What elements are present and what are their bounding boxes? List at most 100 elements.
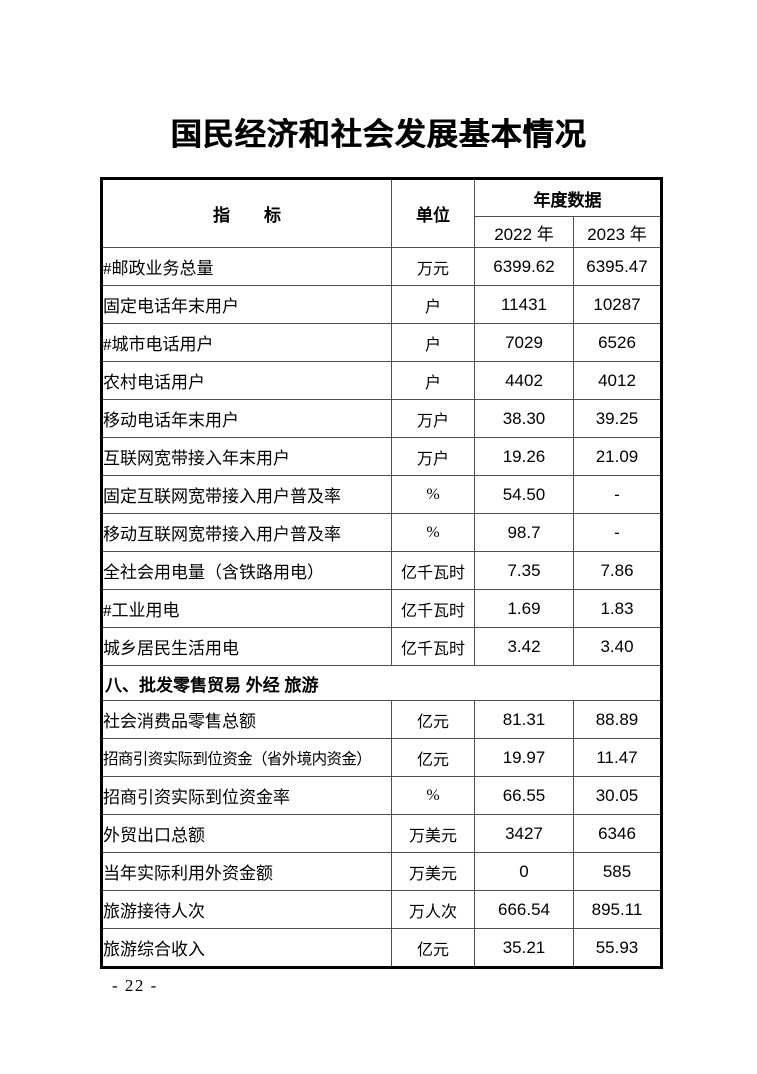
value-2022-cell: 6399.62 bbox=[474, 247, 574, 286]
value-2022-cell: 3.42 bbox=[474, 627, 574, 666]
value-2023-cell: 55.93 bbox=[573, 928, 662, 968]
indicator-cell: #邮政业务总量 bbox=[101, 247, 392, 286]
unit-cell: 万元 bbox=[391, 247, 475, 286]
unit-cell: 户 bbox=[391, 285, 475, 324]
value-2022-cell: 7.35 bbox=[474, 551, 574, 590]
value-2022-cell: 81.31 bbox=[474, 700, 574, 739]
indicator-cell: 当年实际利用外资金额 bbox=[101, 852, 392, 891]
value-2022-cell: 66.55 bbox=[474, 776, 574, 815]
value-2022-cell: 38.30 bbox=[474, 399, 574, 438]
table-row: 全社会用电量（含铁路用电） 亿千瓦时 7.35 7.86 bbox=[101, 551, 662, 590]
indicator-cell: 移动电话年末用户 bbox=[101, 399, 392, 438]
header-unit: 单位 bbox=[391, 178, 475, 248]
table-header-row-1: 指 标 单位 年度数据 bbox=[101, 178, 662, 248]
table-row: 招商引资实际到位资金率 % 66.55 30.05 bbox=[101, 776, 662, 815]
table-row: 当年实际利用外资金额 万美元 0 585 bbox=[101, 852, 662, 891]
table-row: 互联网宽带接入年末用户 万户 19.26 21.09 bbox=[101, 437, 662, 476]
table-row: 城乡居民生活用电 亿千瓦时 3.42 3.40 bbox=[101, 627, 662, 666]
indicator-cell: 固定电话年末用户 bbox=[101, 285, 392, 324]
table-row: 外贸出口总额 万美元 3427 6346 bbox=[101, 814, 662, 853]
value-2023-cell: 6346 bbox=[573, 814, 662, 853]
indicator-cell: 固定互联网宽带接入用户普及率 bbox=[101, 475, 392, 514]
value-2023-cell: 1.83 bbox=[573, 589, 662, 628]
unit-cell: 万美元 bbox=[391, 814, 475, 853]
value-2023-cell: 39.25 bbox=[573, 399, 662, 438]
indicator-cell: 城乡居民生活用电 bbox=[101, 627, 392, 666]
header-year-2023: 2023 年 bbox=[573, 216, 662, 248]
unit-cell: 亿千瓦时 bbox=[391, 551, 475, 590]
value-2022-cell: 3427 bbox=[474, 814, 574, 853]
unit-cell: % bbox=[391, 776, 475, 815]
value-2022-cell: 19.97 bbox=[474, 738, 574, 777]
value-2023-cell: 3.40 bbox=[573, 627, 662, 666]
unit-cell: 户 bbox=[391, 361, 475, 400]
indicator-cell: 旅游接待人次 bbox=[101, 890, 392, 929]
table-row: 社会消费品零售总额 亿元 81.31 88.89 bbox=[101, 700, 662, 739]
unit-cell: 亿元 bbox=[391, 928, 475, 968]
value-2022-cell: 4402 bbox=[474, 361, 574, 400]
table-row: #邮政业务总量 万元 6399.62 6395.47 bbox=[101, 247, 662, 286]
value-2022-cell: 98.7 bbox=[474, 513, 574, 552]
unit-cell: 户 bbox=[391, 323, 475, 362]
value-2022-cell: 7029 bbox=[474, 323, 574, 362]
unit-cell: % bbox=[391, 475, 475, 514]
indicator-cell: 移动互联网宽带接入用户普及率 bbox=[101, 513, 392, 552]
value-2023-cell: - bbox=[573, 513, 662, 552]
table-row: 旅游综合收入 亿元 35.21 55.93 bbox=[101, 928, 662, 968]
statistics-table: 指 标 单位 年度数据 2022 年 2023 年 #邮政业务总量 万元 639… bbox=[100, 177, 663, 969]
table-row: #城市电话用户 户 7029 6526 bbox=[101, 323, 662, 362]
table-section-row: 八、批发零售贸易 外经 旅游 bbox=[101, 665, 662, 701]
indicator-cell: #工业用电 bbox=[101, 589, 392, 628]
value-2023-cell: - bbox=[573, 475, 662, 514]
header-annual-data: 年度数据 bbox=[474, 178, 662, 217]
indicator-cell: 外贸出口总额 bbox=[101, 814, 392, 853]
unit-cell: 万户 bbox=[391, 399, 475, 438]
value-2022-cell: 1.69 bbox=[474, 589, 574, 628]
unit-cell: 亿千瓦时 bbox=[391, 589, 475, 628]
indicator-cell: 招商引资实际到位资金（省外境内资金） bbox=[101, 738, 392, 777]
unit-cell: 亿元 bbox=[391, 738, 475, 777]
header-indicator: 指 标 bbox=[101, 178, 392, 248]
table-row: 固定电话年末用户 户 11431 10287 bbox=[101, 285, 662, 324]
indicator-cell: 全社会用电量（含铁路用电） bbox=[101, 551, 392, 590]
value-2023-cell: 21.09 bbox=[573, 437, 662, 476]
value-2023-cell: 7.86 bbox=[573, 551, 662, 590]
value-2022-cell: 0 bbox=[474, 852, 574, 891]
page-title: 国民经济和社会发展基本情况 bbox=[170, 117, 587, 152]
value-2023-cell: 895.11 bbox=[573, 890, 662, 929]
table-row: 旅游接待人次 万人次 666.54 895.11 bbox=[101, 890, 662, 929]
value-2022-cell: 54.50 bbox=[474, 475, 574, 514]
value-2022-cell: 35.21 bbox=[474, 928, 574, 968]
indicator-cell: #城市电话用户 bbox=[101, 323, 392, 362]
value-2023-cell: 6395.47 bbox=[573, 247, 662, 286]
indicator-cell: 农村电话用户 bbox=[101, 361, 392, 400]
table-row: 移动互联网宽带接入用户普及率 % 98.7 - bbox=[101, 513, 662, 552]
value-2023-cell: 11.47 bbox=[573, 738, 662, 777]
unit-cell: % bbox=[391, 513, 475, 552]
table-header-row-2: 2022 年 2023 年 bbox=[102, 216, 662, 248]
indicator-cell: 互联网宽带接入年末用户 bbox=[101, 437, 392, 476]
value-2023-cell: 30.05 bbox=[573, 776, 662, 815]
table-row: 移动电话年末用户 万户 38.30 39.25 bbox=[101, 399, 662, 438]
indicator-cell: 旅游综合收入 bbox=[101, 928, 392, 968]
value-2022-cell: 11431 bbox=[474, 285, 574, 324]
indicator-cell: 招商引资实际到位资金率 bbox=[101, 776, 392, 815]
page-number: - 22 - bbox=[112, 976, 158, 995]
unit-cell: 万美元 bbox=[391, 852, 475, 891]
unit-cell: 万户 bbox=[391, 437, 475, 476]
unit-cell: 亿元 bbox=[391, 700, 475, 739]
value-2022-cell: 666.54 bbox=[474, 890, 574, 929]
unit-cell: 亿千瓦时 bbox=[391, 627, 475, 666]
unit-cell: 万人次 bbox=[391, 890, 475, 929]
table-row: 固定互联网宽带接入用户普及率 % 54.50 - bbox=[101, 475, 662, 514]
table-row: 农村电话用户 户 4402 4012 bbox=[101, 361, 662, 400]
value-2023-cell: 88.89 bbox=[573, 700, 662, 739]
value-2022-cell: 19.26 bbox=[474, 437, 574, 476]
section-title: 八、批发零售贸易 外经 旅游 bbox=[101, 665, 662, 701]
value-2023-cell: 6526 bbox=[573, 323, 662, 362]
value-2023-cell: 10287 bbox=[573, 285, 662, 324]
header-year-2022: 2022 年 bbox=[474, 216, 574, 248]
value-2023-cell: 585 bbox=[573, 852, 662, 891]
value-2023-cell: 4012 bbox=[573, 361, 662, 400]
